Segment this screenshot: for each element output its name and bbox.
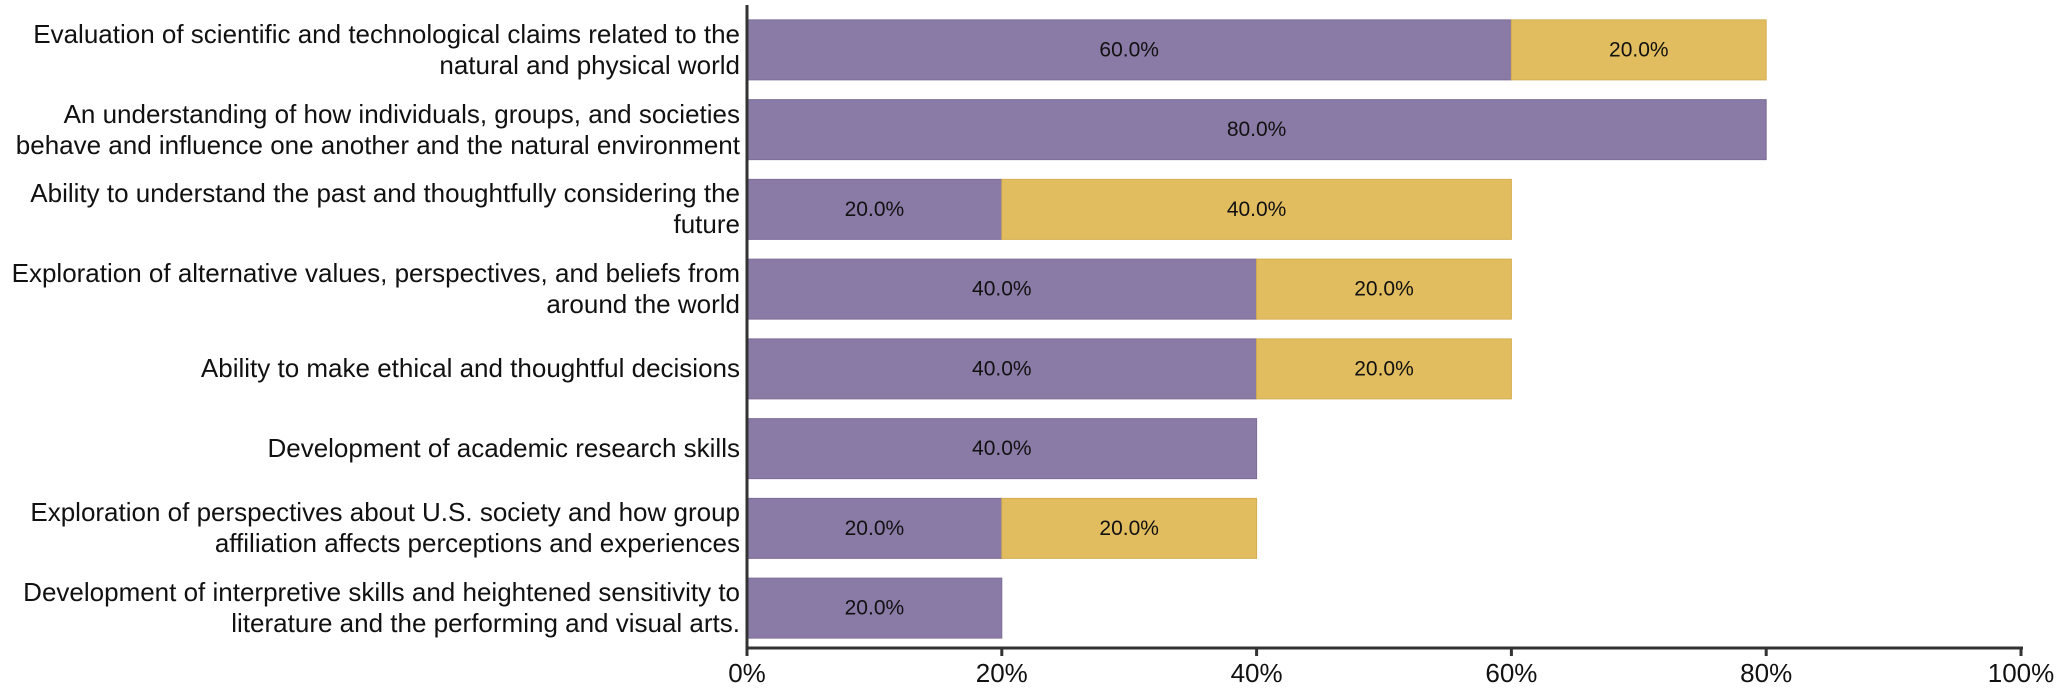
value-label: 40.0% <box>972 357 1032 380</box>
category-text: Ability to make ethical and thoughtful d… <box>200 353 740 384</box>
x-tick-label: 0% <box>728 658 766 688</box>
category-text: Development of interpretive skills and h… <box>23 577 740 639</box>
category-text: An understanding of how individuals, gro… <box>15 98 740 160</box>
category-label: An understanding of how individuals, gro… <box>0 90 740 170</box>
bar-segment <box>746 338 1258 400</box>
value-label: 40.0% <box>972 437 1032 460</box>
category-text: Development of academic research skills <box>267 433 740 464</box>
bar-segment <box>746 497 1003 559</box>
category-text: Evaluation of scientific and technologic… <box>33 18 740 80</box>
bar-segment <box>746 19 1512 81</box>
category-label: Ability to make ethical and thoughtful d… <box>0 329 740 409</box>
x-tick-label: 40% <box>1231 658 1283 688</box>
bar-segment <box>1001 178 1512 240</box>
x-tick-label: 80% <box>1740 658 1792 688</box>
category-label: Exploration of alternative values, persp… <box>0 249 740 329</box>
bar-segment <box>1256 258 1512 320</box>
bar-segment <box>746 178 1003 240</box>
value-label: 20.0% <box>1354 357 1414 380</box>
bar-segment <box>746 99 1767 161</box>
value-label: 60.0% <box>1099 38 1159 61</box>
bar-segment <box>1510 19 1767 81</box>
value-label: 20.0% <box>845 517 905 540</box>
category-label: Exploration of perspectives about U.S. s… <box>0 489 740 569</box>
value-label: 20.0% <box>845 597 905 620</box>
value-label: 20.0% <box>1354 278 1414 301</box>
value-label: 40.0% <box>1227 198 1287 221</box>
bar-segment <box>746 418 1258 480</box>
bar-segment <box>746 577 1003 639</box>
bar-segment <box>1001 497 1258 559</box>
value-label: 20.0% <box>1099 517 1159 540</box>
category-label: Development of academic research skills <box>0 409 740 489</box>
value-label: 20.0% <box>1609 38 1669 61</box>
value-label: 80.0% <box>1227 118 1287 141</box>
category-label: Evaluation of scientific and technologic… <box>0 10 740 90</box>
value-label: 40.0% <box>972 278 1032 301</box>
x-tick-label: 60% <box>1485 658 1537 688</box>
x-tick-label: 100% <box>1988 658 2055 688</box>
bar-segment <box>1256 338 1512 400</box>
category-label: Development of interpretive skills and h… <box>0 568 740 648</box>
category-text: Ability to understand the past and thoug… <box>30 178 740 240</box>
bar-segment <box>746 258 1258 320</box>
category-label: Ability to understand the past and thoug… <box>0 170 740 250</box>
x-tick-label: 20% <box>976 658 1028 688</box>
category-text: Exploration of alternative values, persp… <box>11 258 740 320</box>
value-label: 20.0% <box>845 198 905 221</box>
category-text: Exploration of perspectives about U.S. s… <box>30 497 740 559</box>
